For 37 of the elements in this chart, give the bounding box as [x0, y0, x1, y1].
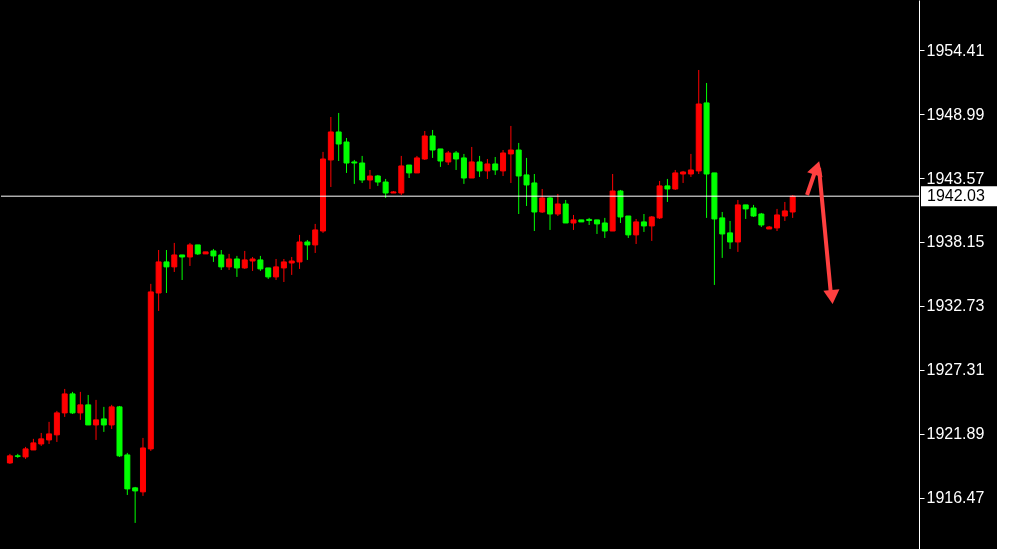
- candlestick: [132, 486, 139, 524]
- y-tick-label: 1916.47: [926, 489, 985, 507]
- candlestick: [664, 178, 671, 203]
- y-tick-label: 1921.89: [926, 425, 985, 443]
- candlestick: [593, 219, 600, 235]
- ref-line-label: 1942.03: [927, 187, 985, 205]
- candlestick: [570, 214, 577, 231]
- y-tick-label: 1932.73: [926, 297, 985, 315]
- candlestick: [484, 158, 491, 180]
- y-tick-label: 1927.31: [926, 361, 985, 379]
- candlestick: [766, 225, 773, 230]
- candlestick: [163, 249, 170, 294]
- candlestick: [194, 244, 201, 256]
- candlestick: [492, 156, 499, 176]
- candlestick: [77, 391, 84, 421]
- y-tick-label: 1943.57: [926, 169, 985, 187]
- candlestick: [586, 217, 593, 226]
- candlestick: [609, 173, 616, 232]
- y-tick-label: 1954.41: [926, 41, 985, 59]
- candlestick: [554, 193, 561, 217]
- candlestick: [179, 254, 186, 281]
- y-tick-label: 1948.99: [926, 105, 985, 123]
- candlestick: [100, 406, 107, 433]
- candlestick: [69, 391, 76, 415]
- candlestick: [476, 155, 483, 178]
- candlestick: [468, 146, 475, 179]
- candlestick: [14, 453, 21, 459]
- candlestick: [539, 188, 546, 214]
- candlestick: [781, 201, 788, 222]
- candlestick: [578, 219, 585, 223]
- candlestick: [171, 242, 178, 273]
- candlestick: [445, 150, 452, 166]
- y-tick-label: 1938.15: [926, 233, 985, 251]
- candlestick: [202, 251, 209, 255]
- candlestick: [304, 239, 311, 261]
- candlestick: [680, 170, 687, 184]
- candlestick: [601, 217, 608, 239]
